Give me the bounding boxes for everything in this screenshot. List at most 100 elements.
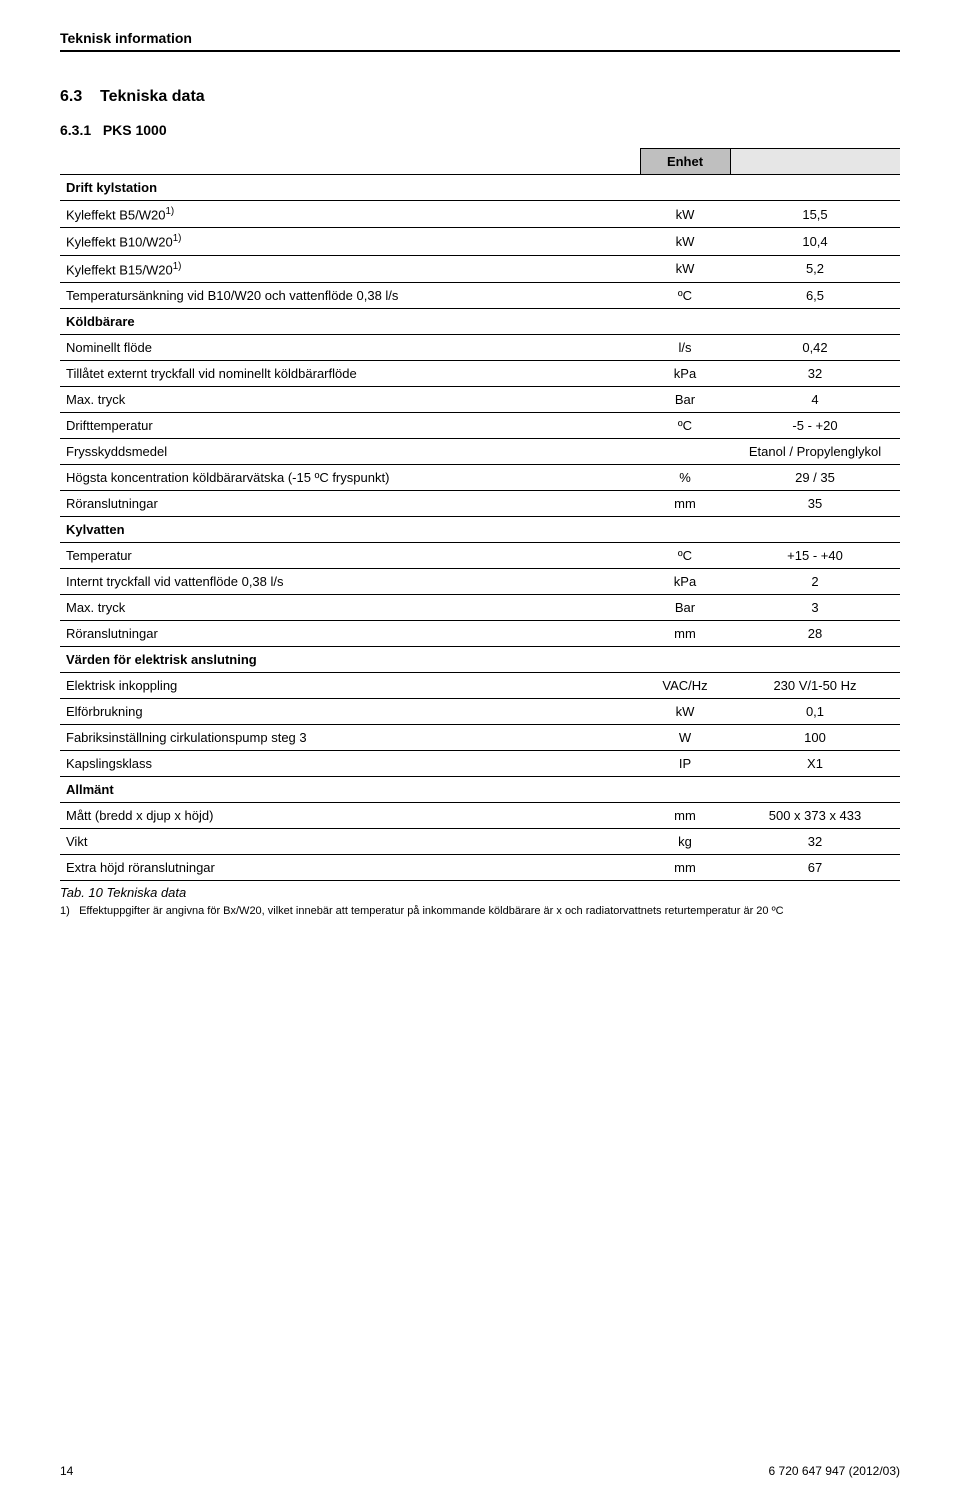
row-unit: ºC (640, 282, 730, 308)
table-group-row: Allmänt (60, 776, 900, 802)
row-unit: mm (640, 620, 730, 646)
table-row: Kyleffekt B15/W201)kW5,2 (60, 255, 900, 282)
row-label: Elektrisk inkoppling (60, 672, 640, 698)
row-value: Etanol / Propylenglykol (730, 438, 900, 464)
group-value-blank (730, 175, 900, 201)
group-label: Allmänt (60, 776, 640, 802)
header-rule (60, 50, 900, 52)
row-unit: kPa (640, 568, 730, 594)
row-value: 10,4 (730, 228, 900, 255)
table-row: Högsta koncentration köldbärarvätska (-1… (60, 464, 900, 490)
table-row: Max. tryckBar3 (60, 594, 900, 620)
row-unit: kW (640, 255, 730, 282)
table-row: Internt tryckfall vid vattenflöde 0,38 l… (60, 568, 900, 594)
group-value-blank (730, 646, 900, 672)
group-unit-blank (640, 308, 730, 334)
row-unit: kW (640, 201, 730, 228)
footer-page-number: 14 (60, 1464, 73, 1478)
row-value: 35 (730, 490, 900, 516)
row-label: Max. tryck (60, 386, 640, 412)
row-label: Fabriksinställning cirkulationspump steg… (60, 724, 640, 750)
row-value: -5 - +20 (730, 412, 900, 438)
row-value: 3 (730, 594, 900, 620)
footnote-text: Effektuppgifter är angivna för Bx/W20, v… (79, 904, 899, 919)
table-row: Extra höjd röranslutningarmm67 (60, 854, 900, 880)
table-row: KapslingsklassIPX1 (60, 750, 900, 776)
row-unit: kg (640, 828, 730, 854)
row-value: 15,5 (730, 201, 900, 228)
row-unit: Bar (640, 594, 730, 620)
row-unit: ºC (640, 412, 730, 438)
table-row: Max. tryckBar4 (60, 386, 900, 412)
table-row: Röranslutningarmm28 (60, 620, 900, 646)
row-label: Kyleffekt B15/W201) (60, 255, 640, 282)
subsection-title: PKS 1000 (103, 122, 167, 138)
table-row: DrifttemperaturºC-5 - +20 (60, 412, 900, 438)
row-label-sup: 1) (165, 206, 174, 217)
row-label-sup: 1) (173, 233, 182, 244)
row-value: 100 (730, 724, 900, 750)
spec-table: Enhet Drift kylstationKyleffekt B5/W201)… (60, 148, 900, 881)
row-value: 29 / 35 (730, 464, 900, 490)
table-row: Kyleffekt B5/W201)kW15,5 (60, 201, 900, 228)
section-title: Tekniska data (100, 88, 205, 105)
table-row: Nominellt flödel/s0,42 (60, 334, 900, 360)
row-unit: kW (640, 698, 730, 724)
row-unit: VAC/Hz (640, 672, 730, 698)
table-row: ElförbrukningkW0,1 (60, 698, 900, 724)
row-unit (640, 438, 730, 464)
table-row: Temperatursänkning vid B10/W20 och vatte… (60, 282, 900, 308)
footnote: 1) Effektuppgifter är angivna för Bx/W20… (60, 904, 900, 919)
group-unit-blank (640, 646, 730, 672)
row-label: Röranslutningar (60, 490, 640, 516)
footer-doc-ref: 6 720 647 947 (2012/03) (769, 1464, 900, 1478)
page-header-title: Teknisk information (60, 30, 900, 46)
row-label: Temperatur (60, 542, 640, 568)
group-label: Värden för elektrisk anslutning (60, 646, 640, 672)
table-header-row: Enhet (60, 149, 900, 175)
table-row: Frysskyddsmedel Etanol / Propylenglykol (60, 438, 900, 464)
row-value: 500 x 373 x 433 (730, 802, 900, 828)
footnote-number: 1) (60, 904, 76, 919)
row-label: Mått (bredd x djup x höjd) (60, 802, 640, 828)
table-row: Tillåtet externt tryckfall vid nominellt… (60, 360, 900, 386)
row-unit: mm (640, 490, 730, 516)
row-label: Kapslingsklass (60, 750, 640, 776)
row-label: Frysskyddsmedel (60, 438, 640, 464)
header-unit: Enhet (640, 149, 730, 175)
row-value: 2 (730, 568, 900, 594)
subsection-heading: 6.3.1 PKS 1000 (60, 122, 900, 138)
row-unit: mm (640, 854, 730, 880)
row-value: 5,2 (730, 255, 900, 282)
row-label: Röranslutningar (60, 620, 640, 646)
row-unit: W (640, 724, 730, 750)
row-unit: kPa (640, 360, 730, 386)
group-label: Köldbärare (60, 308, 640, 334)
row-value: 6,5 (730, 282, 900, 308)
row-unit: IP (640, 750, 730, 776)
row-label: Kyleffekt B5/W201) (60, 201, 640, 228)
row-value: 32 (730, 828, 900, 854)
row-value: +15 - +40 (730, 542, 900, 568)
table-row: Elektrisk inkopplingVAC/Hz230 V/1-50 Hz (60, 672, 900, 698)
row-value: 4 (730, 386, 900, 412)
row-label: Internt tryckfall vid vattenflöde 0,38 l… (60, 568, 640, 594)
row-value: 0,42 (730, 334, 900, 360)
table-caption: Tab. 10 Tekniska data (60, 885, 900, 900)
row-label: Temperatursänkning vid B10/W20 och vatte… (60, 282, 640, 308)
row-value: 28 (730, 620, 900, 646)
group-unit-blank (640, 516, 730, 542)
header-blank (60, 149, 640, 175)
group-value-blank (730, 308, 900, 334)
table-row: Kyleffekt B10/W201)kW10,4 (60, 228, 900, 255)
row-label: Tillåtet externt tryckfall vid nominellt… (60, 360, 640, 386)
row-value: 67 (730, 854, 900, 880)
table-group-row: Värden för elektrisk anslutning (60, 646, 900, 672)
group-label: Drift kylstation (60, 175, 640, 201)
row-value: 0,1 (730, 698, 900, 724)
table-row: Röranslutningarmm35 (60, 490, 900, 516)
header-value (730, 149, 900, 175)
row-label: Nominellt flöde (60, 334, 640, 360)
row-label: Max. tryck (60, 594, 640, 620)
row-label: Kyleffekt B10/W201) (60, 228, 640, 255)
